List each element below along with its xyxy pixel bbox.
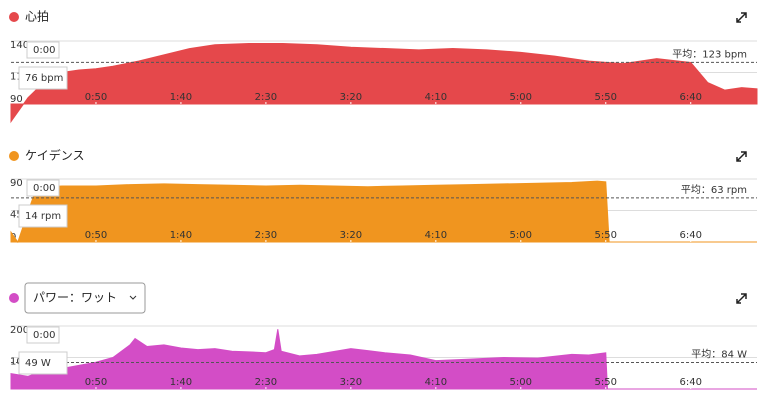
tooltip-time: 0:00: [33, 183, 55, 194]
x-tick-label: 2:30: [255, 377, 277, 388]
chart-title: 心拍: [25, 9, 49, 24]
expand-icon[interactable]: [736, 293, 747, 304]
x-tick-label: 5:00: [510, 92, 532, 103]
tooltip-time-box: [26, 179, 60, 197]
tooltip-time-box: [26, 41, 60, 59]
x-tick-label: 5:50: [595, 377, 617, 388]
x-tick-label: 2:30: [255, 230, 277, 241]
data-area: [10, 43, 758, 124]
tooltip-time: 0:00: [33, 330, 55, 341]
tooltip-value-box: [18, 66, 68, 90]
metric-dropdown[interactable]: [24, 282, 146, 314]
chart-title: ケイデンス: [25, 148, 85, 163]
x-tick-label: 4:10: [425, 377, 447, 388]
legend-dot: [9, 151, 19, 161]
x-tick-label: 5:00: [510, 377, 532, 388]
y-tick-label: 90: [10, 94, 23, 105]
y-tick-label: 90: [10, 178, 23, 189]
x-tick-label: 0:50: [85, 377, 107, 388]
chart-panel: パワー：ワット01002000:501:402:303:204:105:005:…: [9, 282, 757, 390]
average-label: 平均：63 rpm: [681, 184, 747, 196]
y-tick-label: 200: [10, 325, 29, 336]
x-tick-label: 5:50: [595, 230, 617, 241]
chart-panel: 心拍901151400:501:402:303:204:105:005:506:…: [9, 9, 758, 124]
tooltip-value: 14 rpm: [25, 211, 61, 222]
x-tick-label: 6:40: [679, 230, 701, 241]
tooltip-time: 0:00: [33, 45, 55, 56]
metric-dropdown-label[interactable]: パワー：ワット: [33, 291, 117, 305]
x-tick-label: 4:10: [425, 230, 447, 241]
tooltip-value: 76 bpm: [25, 73, 63, 84]
x-tick-label: 3:20: [340, 230, 362, 241]
average-label: 平均：123 bpm: [672, 48, 747, 60]
y-tick-label: 45: [10, 210, 23, 221]
tooltip-value: 49 W: [25, 358, 51, 369]
tooltip-value-box: [18, 204, 68, 228]
data-area: [10, 329, 757, 390]
data-area: [10, 180, 757, 244]
x-tick-label: 4:10: [425, 92, 447, 103]
x-tick-label: 0:50: [85, 92, 107, 103]
expand-icon[interactable]: [736, 12, 747, 23]
tooltip-value-box: [18, 351, 68, 375]
x-tick-label: 5:00: [510, 230, 532, 241]
x-tick-label: 6:40: [679, 92, 701, 103]
x-tick-label: 1:40: [170, 92, 192, 103]
expand-icon[interactable]: [736, 151, 747, 162]
legend-dot: [9, 293, 19, 303]
x-tick-label: 3:20: [340, 92, 362, 103]
x-tick-label: 3:20: [340, 377, 362, 388]
dropdown-chevron: [129, 295, 137, 300]
x-tick-label: 6:40: [679, 377, 701, 388]
x-tick-label: 2:30: [255, 92, 277, 103]
x-tick-label: 5:50: [595, 92, 617, 103]
x-tick-label: 1:40: [170, 377, 192, 388]
y-tick-label: 140: [10, 40, 29, 51]
tooltip-time-box: [26, 326, 60, 344]
chart-panel: ケイデンス045900:501:402:303:204:105:005:506:…: [9, 148, 757, 244]
average-label: 平均：84 W: [691, 349, 747, 361]
x-tick-label: 1:40: [170, 230, 192, 241]
legend-dot: [9, 12, 19, 22]
x-tick-label: 0:50: [85, 230, 107, 241]
